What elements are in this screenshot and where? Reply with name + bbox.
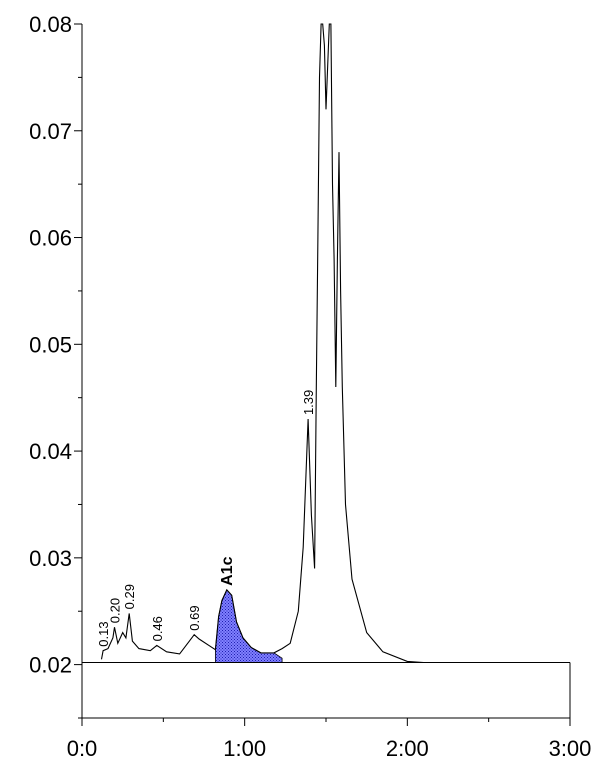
peak-label: 0.46 bbox=[150, 616, 165, 641]
x-tick-label: 3:00 bbox=[549, 736, 592, 761]
peak-label: 1.39 bbox=[301, 390, 316, 415]
x-tick-label: 0:0 bbox=[67, 736, 98, 761]
y-tick-label: 0.08 bbox=[29, 12, 72, 37]
y-tick-label: 0.07 bbox=[29, 119, 72, 144]
x-tick-label: 2:00 bbox=[386, 736, 429, 761]
peak-label: 0.13 bbox=[96, 621, 111, 646]
y-tick-label: 0.06 bbox=[29, 226, 72, 251]
y-tick-label: 0.05 bbox=[29, 332, 72, 357]
y-tick-label: 0.02 bbox=[29, 653, 72, 678]
peak-label: A1c bbox=[219, 556, 236, 585]
peak-label: 0.20 bbox=[108, 598, 123, 623]
y-tick-label: 0.04 bbox=[29, 439, 72, 464]
x-tick-label: 1:00 bbox=[223, 736, 266, 761]
y-tick-label: 0.03 bbox=[29, 546, 72, 571]
peak-label: 0.29 bbox=[122, 584, 137, 609]
peak-label: 0.69 bbox=[187, 605, 202, 630]
